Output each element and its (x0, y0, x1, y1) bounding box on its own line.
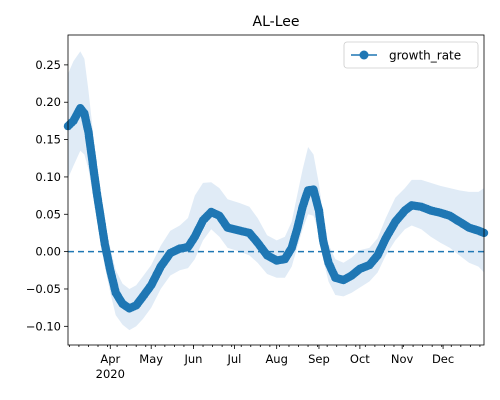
y-tick-label: 0.15 (35, 133, 61, 147)
x-tick-label: Jun (183, 352, 202, 366)
y-tick-label: 0.00 (35, 245, 61, 259)
x-tick-label: Dec (432, 352, 454, 366)
x-tick-year-label: 2020 (96, 367, 125, 381)
x-tick-label: Apr (100, 352, 120, 366)
x-tick-label: Sep (308, 352, 330, 366)
chart-title: AL-Lee (253, 14, 300, 30)
legend-series-marker (359, 50, 369, 60)
x-tick-label: Jul (226, 352, 241, 366)
confidence-band-layer (68, 51, 484, 331)
series-layer (63, 104, 489, 313)
x-tick-label: Aug (265, 352, 287, 366)
x-tick-label: May (139, 352, 163, 366)
y-tick-label: 0.20 (35, 95, 61, 109)
x-tick-label: Nov (391, 352, 414, 366)
y-axis: −0.10 −0.05 0.00 0.05 0.10 0.15 0.20 0.25 (26, 58, 68, 333)
confidence-band (68, 51, 484, 331)
y-tick-label: −0.10 (26, 319, 61, 333)
legend: growth_rate (343, 41, 479, 69)
plot-frame (67, 34, 485, 346)
y-tick-label: 0.25 (35, 58, 61, 72)
legend-series-label: growth_rate (389, 49, 461, 63)
legend-box (343, 41, 479, 69)
y-tick-label: 0.10 (35, 170, 61, 184)
y-tick-label: −0.05 (26, 282, 61, 296)
x-tick-label: Oct (350, 352, 370, 366)
y-tick-label: 0.05 (35, 207, 61, 221)
